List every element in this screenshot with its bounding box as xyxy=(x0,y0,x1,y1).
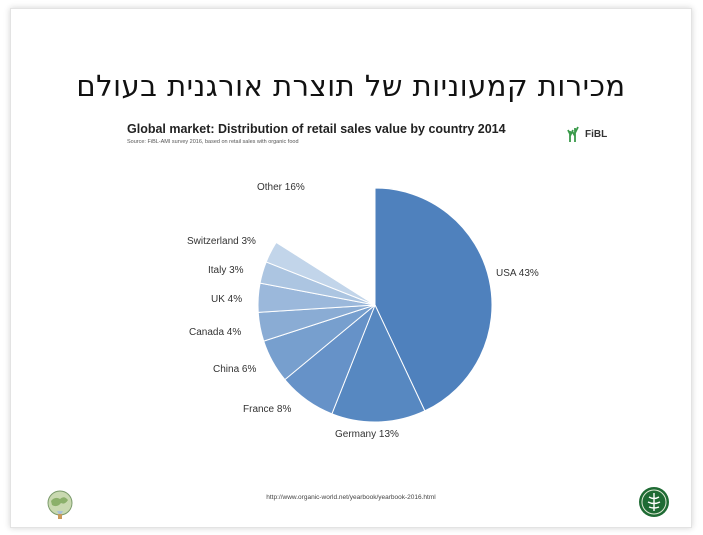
slide-title: מכירות קמעוניות של תוצרת אורגנית בעולם xyxy=(76,69,626,103)
pie-label-other: Other 16% xyxy=(257,182,305,193)
university-seal-icon xyxy=(639,487,669,517)
chart-subtitle: Source: FiBL-AMI survey 2016, based on r… xyxy=(127,139,299,145)
pie-label-germany: Germany 13% xyxy=(335,429,399,440)
slide: מכירות קמעוניות של תוצרת אורגנית בעולם G… xyxy=(10,8,692,528)
pie-label-switzerland: Switzerland 3% xyxy=(187,236,256,247)
pie-label-china: China 6% xyxy=(213,364,256,375)
pie-label-france: France 8% xyxy=(243,404,291,415)
pie-slice-other xyxy=(275,187,376,306)
pie-label-italy: Italy 3% xyxy=(208,265,244,276)
pie-slice-germany xyxy=(331,303,426,423)
chart-title: Global market: Distribution of retail sa… xyxy=(127,122,506,136)
source-url[interactable]: http://www.organic-world.net/yearbook/ye… xyxy=(266,494,436,501)
pie-label-usa: USA 43% xyxy=(496,268,539,279)
fibl-logo: FiBL xyxy=(567,125,607,143)
fibl-leaf-icon xyxy=(567,126,579,142)
pie-chart: USA 43% Germany 13% France 8% China 6% Canad… xyxy=(187,182,539,440)
pie-slice-usa xyxy=(374,187,493,412)
pie-label-canada: Canada 4% xyxy=(189,327,241,338)
globe-logo-icon xyxy=(47,490,73,519)
pie-label-uk: UK 4% xyxy=(211,294,242,305)
fibl-logo-text: FiBL xyxy=(585,128,608,140)
